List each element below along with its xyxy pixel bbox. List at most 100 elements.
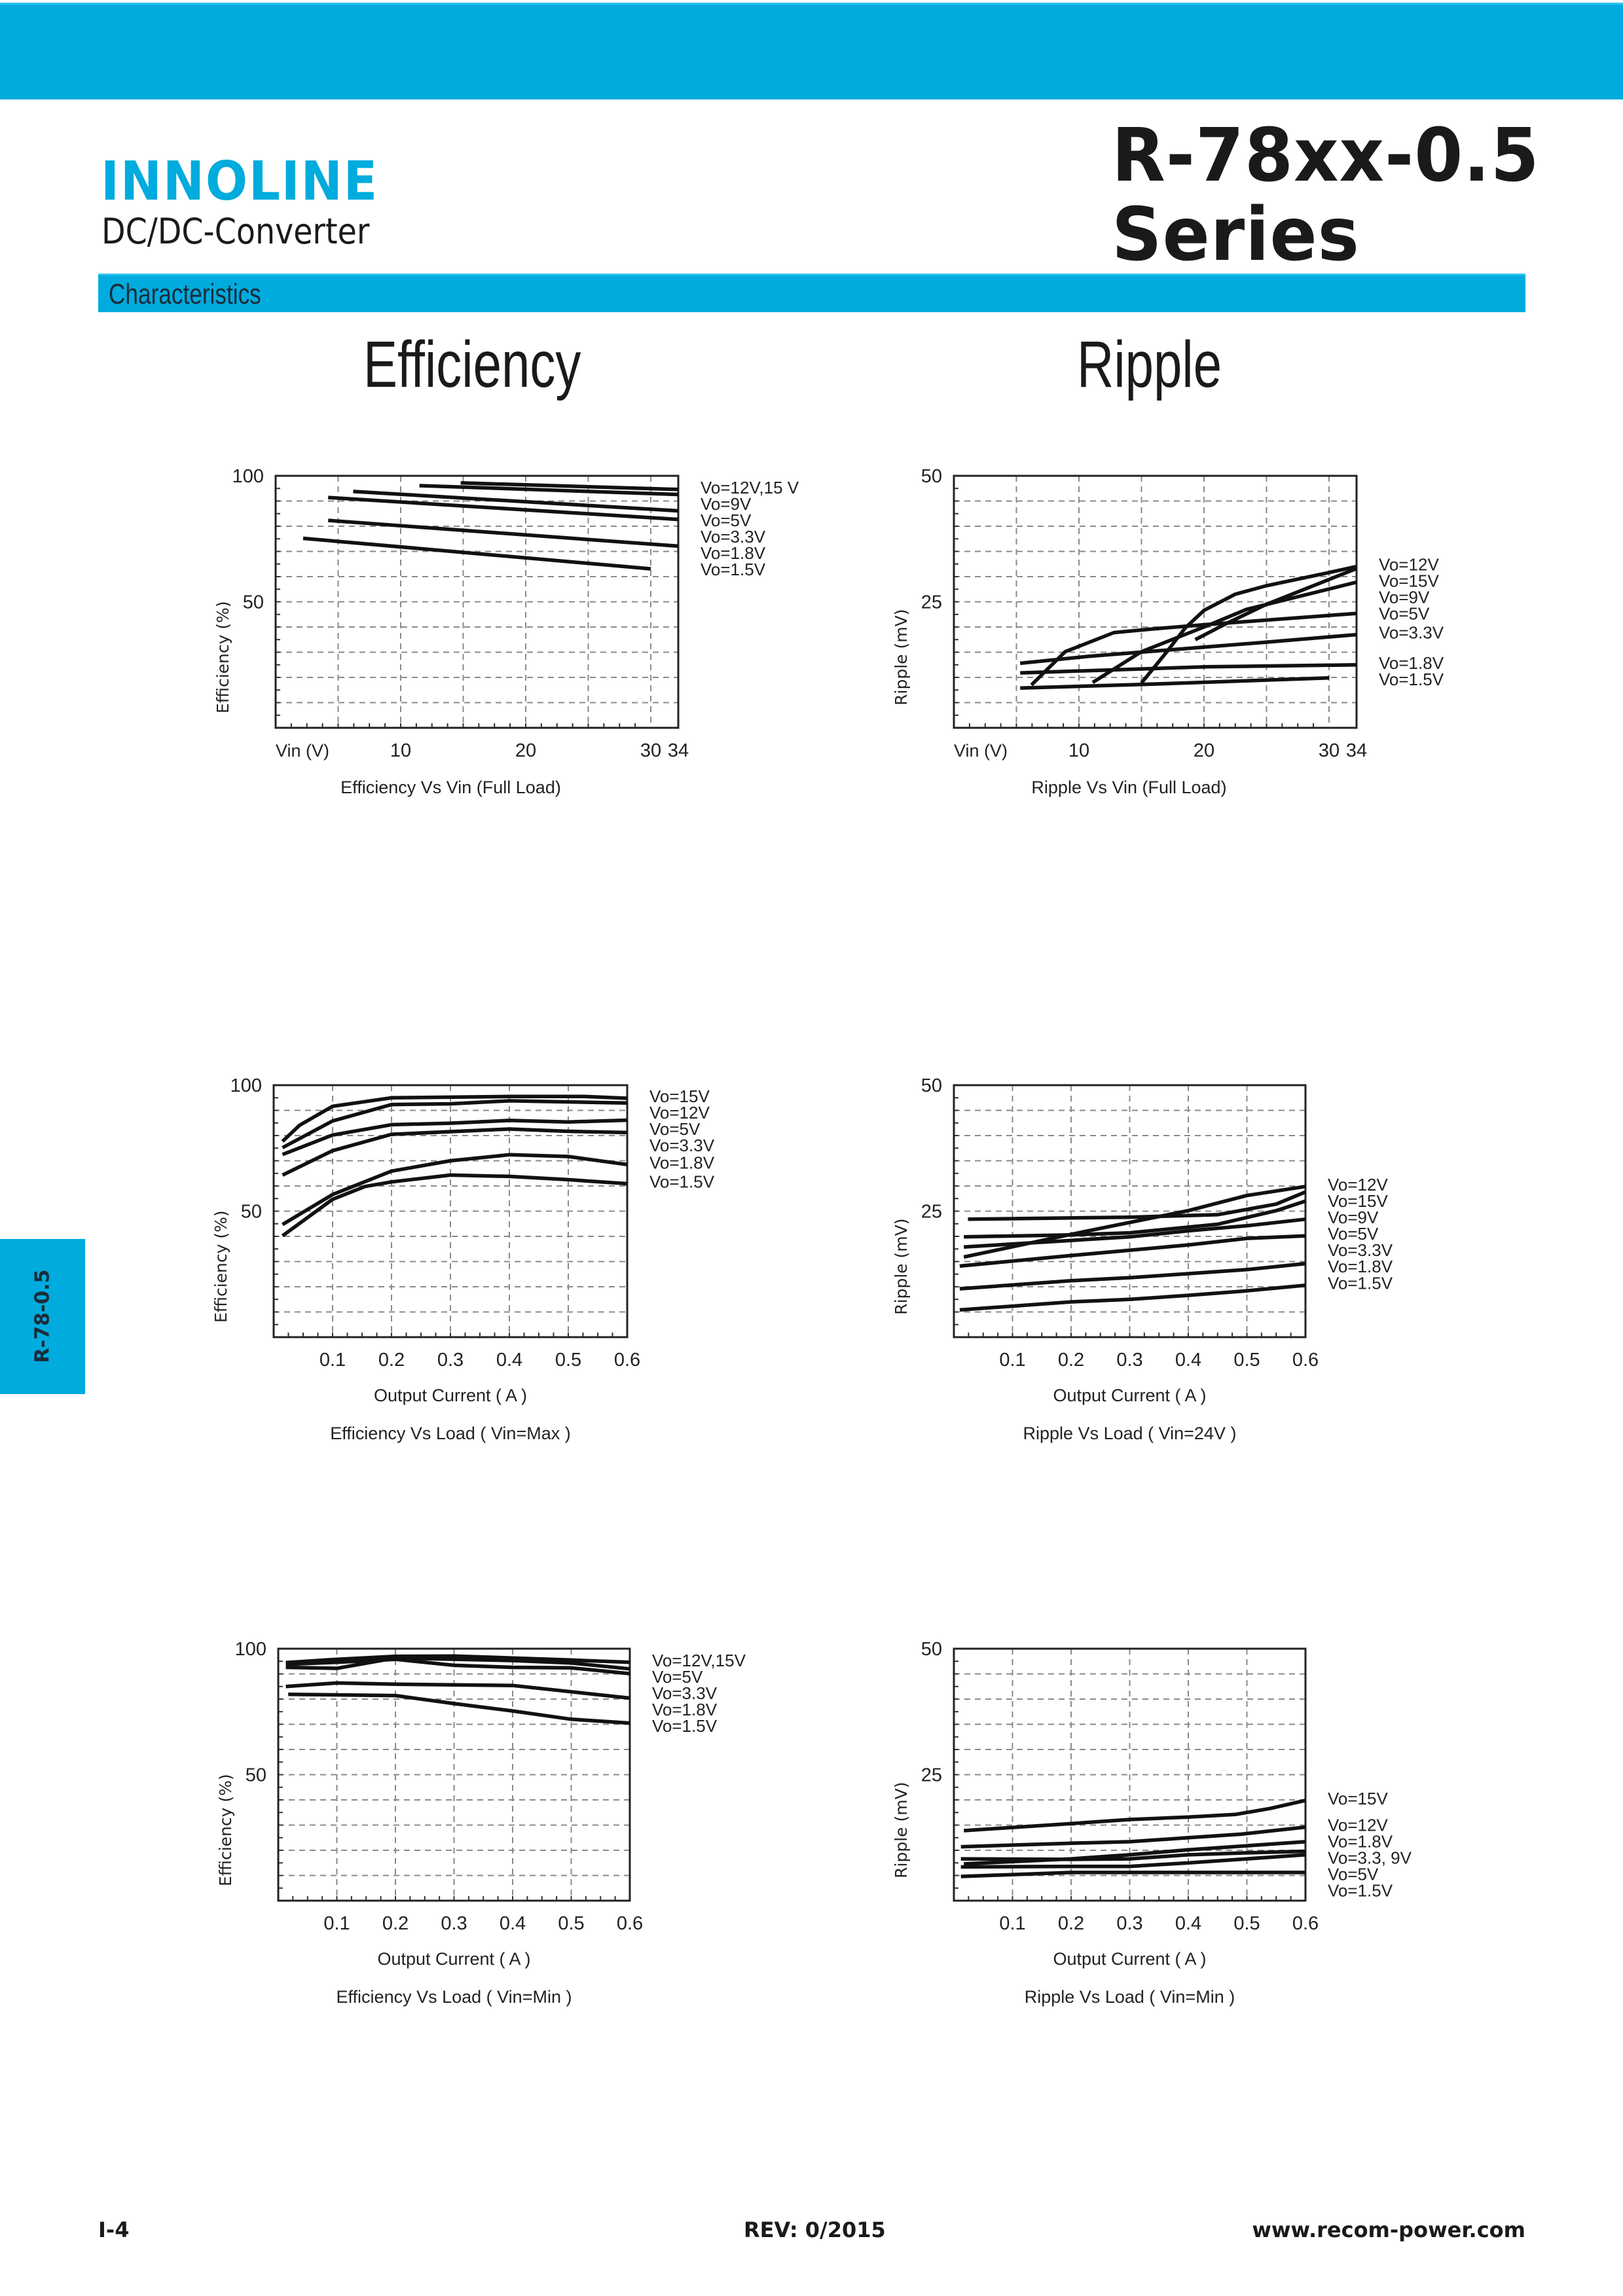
y-tick-label: 25 bbox=[921, 1202, 942, 1223]
chart-svg: 100 50 0.1 0.2 0.3 0.4 0.5 0.6 Output Current ( … bbox=[211, 1075, 715, 1443]
x-tick-label: 0.2 bbox=[378, 1350, 405, 1371]
x-tick-label: 10 bbox=[390, 740, 411, 761]
legend-label: Vo=5V bbox=[1379, 604, 1430, 624]
y-tick-label: 100 bbox=[235, 1639, 266, 1660]
legend-label: Vo=3.3V bbox=[1328, 1240, 1393, 1260]
series-line bbox=[960, 1825, 1306, 1849]
legend-label: Vo=1.5V bbox=[701, 560, 766, 579]
series-line bbox=[281, 1173, 628, 1238]
brand-logo: INNOLINE bbox=[101, 151, 379, 213]
chart-svg: 50 25 0.1 0.2 0.3 0.4 0.5 0.6 Output Current ( A… bbox=[892, 1075, 1393, 1443]
website-link[interactable]: www.recom-power.com bbox=[1252, 2217, 1525, 2242]
series-line bbox=[353, 490, 679, 513]
y-tick-label: 50 bbox=[921, 466, 942, 487]
x-tick-label: 34 bbox=[668, 740, 689, 761]
grid bbox=[954, 476, 1357, 728]
legend-label: Vo=5V bbox=[1328, 1865, 1379, 1884]
series-line bbox=[281, 1094, 628, 1143]
series-line bbox=[964, 1217, 1306, 1249]
legend-label: Vo=3.3V bbox=[701, 527, 766, 547]
x-tick-label: 34 bbox=[1346, 740, 1367, 761]
chart-caption: Ripple Vs Load ( Vin=24V ) bbox=[1023, 1424, 1237, 1443]
legend-label: Vo=5V bbox=[701, 511, 752, 530]
section-title: Characteristics bbox=[109, 278, 261, 310]
series-line bbox=[285, 1654, 630, 1664]
series-line bbox=[960, 1853, 1306, 1869]
y-axis-label: Efficiency (%) bbox=[216, 1774, 235, 1886]
chart-efficiency-vs-load-max: 100 50 0.1 0.2 0.3 0.4 0.5 0.6 Output Current ( … bbox=[211, 1075, 715, 1443]
legend-label: Vo=12V bbox=[1328, 1175, 1388, 1194]
legend-label: Vo=1.8V bbox=[652, 1700, 718, 1719]
legend-label: Vo=15V bbox=[1328, 1789, 1388, 1808]
x-tick-label: 0.6 bbox=[617, 1913, 643, 1934]
x-tick-label: 0.2 bbox=[1058, 1350, 1084, 1371]
series-line bbox=[1020, 676, 1330, 690]
x-tick-label: 0.4 bbox=[1175, 1913, 1201, 1934]
x-tick-label: 0.3 bbox=[1116, 1913, 1142, 1934]
series-line bbox=[328, 495, 679, 522]
series-line bbox=[959, 1283, 1306, 1312]
x-tick-label: 0.6 bbox=[614, 1350, 640, 1371]
x-tick-label: 10 bbox=[1068, 740, 1089, 761]
y-tick-label: 50 bbox=[921, 1639, 942, 1660]
series-title-suffix: Series bbox=[1112, 192, 1360, 278]
legend-label: Vo=9V bbox=[1379, 588, 1430, 607]
series-line bbox=[959, 1261, 1306, 1291]
chart-svg: 100 50 10 20 30 34 Vin (V) Efficiency Vs Vin (F… bbox=[213, 466, 799, 797]
x-tick-label: 0.4 bbox=[500, 1913, 526, 1934]
legend-label: Vo=1.8V bbox=[701, 543, 766, 563]
series-line bbox=[1020, 663, 1357, 675]
x-tick-label: 0.3 bbox=[1116, 1350, 1142, 1371]
legend-label: Vo=5V bbox=[649, 1119, 701, 1139]
section-bar: Characteristics bbox=[98, 274, 1525, 312]
chart-caption: Ripple Vs Load ( Vin=Min ) bbox=[1025, 1987, 1235, 2007]
revision: REV: 0/2015 bbox=[744, 2217, 886, 2242]
column-heading-efficiency: Efficiency bbox=[363, 328, 581, 401]
legend-label: Vo=1.8V bbox=[1328, 1257, 1393, 1276]
series-line bbox=[1019, 632, 1357, 666]
y-tick-label: 50 bbox=[241, 1202, 262, 1223]
page-number: I-4 bbox=[98, 2217, 130, 2242]
x-tick-label: 0.3 bbox=[441, 1913, 467, 1934]
series-line bbox=[282, 1118, 628, 1157]
legend-label: Vo=12V,15V bbox=[652, 1651, 746, 1670]
x-tick-label: 0.1 bbox=[319, 1350, 346, 1371]
plot-frame bbox=[953, 1084, 1307, 1338]
series-line bbox=[964, 1799, 1306, 1833]
x-axis-label: Vin (V) bbox=[954, 741, 1008, 761]
series-line bbox=[964, 1199, 1306, 1239]
chart-svg: 50 25 0.1 0.2 0.3 0.4 0.5 0.6 Output Current ( A… bbox=[892, 1639, 1412, 2007]
series-line bbox=[963, 1185, 1306, 1259]
chart-caption: Efficiency Vs Vin (Full Load) bbox=[340, 778, 561, 797]
x-tick-label: 0.5 bbox=[1233, 1350, 1260, 1371]
legend-label: Vo=3.3, 9V bbox=[1328, 1848, 1412, 1868]
series-line bbox=[960, 1849, 1306, 1861]
legend-label: Vo=3.3V bbox=[649, 1136, 715, 1155]
series-line bbox=[1030, 611, 1357, 687]
series-title: R-78xx-0.5 bbox=[1112, 113, 1540, 198]
grid bbox=[276, 476, 678, 728]
legend-label: Vo=15V bbox=[1328, 1191, 1388, 1211]
legend-label: Vo=1.5V bbox=[652, 1716, 718, 1736]
series-line bbox=[288, 1692, 630, 1725]
legend-label: Vo=9V bbox=[1328, 1208, 1379, 1227]
x-tick-label: 0.5 bbox=[555, 1350, 581, 1371]
chart-svg: 50 25 10 20 30 34 Vin (V) Ripple Vs Vin (Full L… bbox=[892, 466, 1444, 797]
x-tick-label: 30 bbox=[640, 740, 661, 761]
legend-label: Vo=1.5V bbox=[1379, 670, 1444, 689]
chart-caption: Efficiency Vs Load ( Vin=Min ) bbox=[337, 1987, 572, 2007]
y-axis-label: Efficiency (%) bbox=[213, 601, 232, 713]
x-tick-label: 0.4 bbox=[1175, 1350, 1201, 1371]
chart-caption: Ripple Vs Vin (Full Load) bbox=[1031, 778, 1226, 797]
series-line bbox=[282, 1153, 628, 1227]
series-line bbox=[460, 481, 679, 492]
legend-label: Vo=1.5V bbox=[1328, 1881, 1393, 1901]
legend-label: Vo=1.5V bbox=[1328, 1274, 1393, 1293]
top-banner bbox=[0, 3, 1623, 99]
legend-label: Vo=5V bbox=[652, 1667, 703, 1687]
side-tab: R-78-0.5 bbox=[0, 1239, 85, 1394]
column-heading-ripple: Ripple bbox=[1077, 328, 1222, 401]
series-line bbox=[968, 1190, 1307, 1221]
x-axis-label: Output Current ( A ) bbox=[1053, 1386, 1206, 1405]
y-tick-label: 25 bbox=[921, 592, 942, 613]
